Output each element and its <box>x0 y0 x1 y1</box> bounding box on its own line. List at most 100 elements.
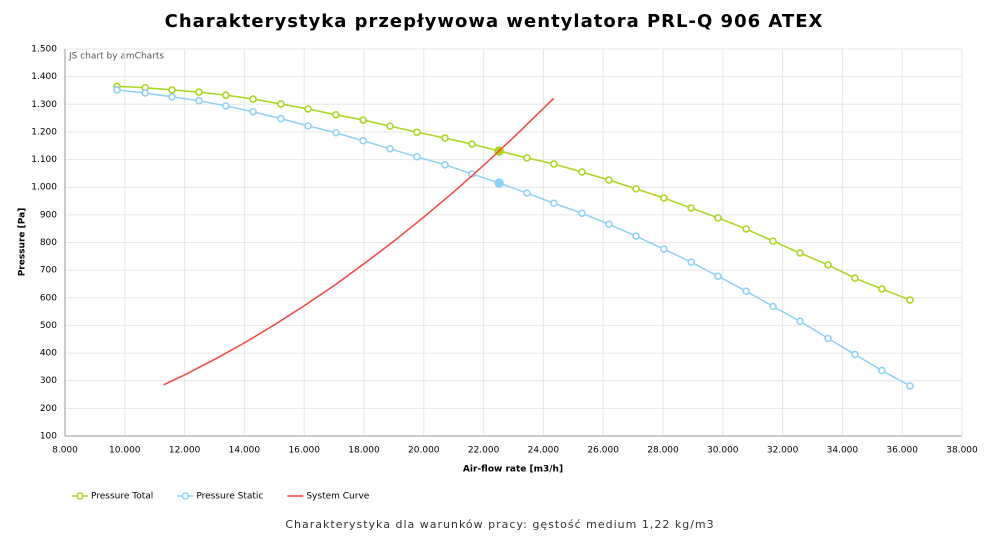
x-tick-label: 12.000 <box>169 446 201 456</box>
data-point <box>906 382 914 390</box>
y-tick-label: 1.200 <box>31 127 57 137</box>
data-point <box>386 145 394 153</box>
credit: JS chart by amCharts <box>68 52 164 62</box>
data-point <box>277 114 285 123</box>
data-point <box>550 199 558 207</box>
data-point <box>824 334 832 343</box>
y-tick-label: 700 <box>40 266 57 276</box>
data-point <box>742 225 750 233</box>
data-point <box>578 168 586 176</box>
data-point <box>714 214 722 222</box>
data-point <box>906 296 914 304</box>
x-tick-label: 28.000 <box>647 446 679 456</box>
data-point <box>632 232 640 240</box>
data-point <box>878 285 886 293</box>
data-point <box>413 153 421 161</box>
y-tick-label: 1.000 <box>31 183 57 193</box>
data-point <box>195 88 203 96</box>
data-point <box>249 107 257 116</box>
data-point <box>796 249 804 257</box>
x-tick-label: 18.000 <box>348 446 380 456</box>
data-point <box>687 204 695 212</box>
data-point <box>824 261 832 269</box>
y-tick-label: 800 <box>40 238 57 248</box>
data-point <box>851 350 859 359</box>
data-point <box>796 317 804 326</box>
x-tick-label: 26.000 <box>587 446 619 456</box>
y-axis-title: Pressure [Pa] <box>18 208 28 277</box>
data-point <box>441 134 449 142</box>
data-point <box>332 129 340 137</box>
data-point <box>441 161 449 169</box>
legend-label: Pressure Total <box>91 492 153 502</box>
data-point <box>222 91 230 99</box>
y-tick-label: 300 <box>40 376 57 386</box>
y-tick-label: 600 <box>40 293 57 303</box>
x-tick-label: 30.000 <box>707 446 739 456</box>
legend-marker <box>181 492 190 500</box>
data-point <box>660 194 668 202</box>
data-point <box>359 116 367 124</box>
y-tick-label: 200 <box>40 404 57 414</box>
x-tick-label: 16.000 <box>288 446 320 456</box>
x-tick-label: 14.000 <box>229 446 261 456</box>
y-tick-label: 1.300 <box>31 100 57 110</box>
y-tick-label: 100 <box>40 432 57 442</box>
data-point <box>523 189 531 197</box>
legend-label: System Curve <box>306 492 369 502</box>
data-point <box>222 102 230 110</box>
x-tick-label: 36.000 <box>886 446 918 456</box>
data-point <box>687 258 695 266</box>
x-tick-label: 10.000 <box>109 446 141 456</box>
data-point <box>769 302 777 311</box>
series-line <box>116 85 911 301</box>
subtitle: Charakterystyka dla warunków pracy: gęst… <box>285 518 714 531</box>
data-point <box>468 140 476 148</box>
data-point <box>851 274 859 282</box>
data-point <box>332 111 340 119</box>
y-tick-label: 900 <box>40 210 57 220</box>
data-point <box>304 122 312 130</box>
y-tick-label: 500 <box>40 321 57 331</box>
y-tick-label: 1.100 <box>31 155 57 165</box>
data-point <box>742 287 750 295</box>
data-point <box>494 178 504 188</box>
data-point <box>578 209 586 217</box>
data-point <box>523 154 531 162</box>
x-tick-label: 22.000 <box>468 446 500 456</box>
x-tick-label: 8.000 <box>52 446 78 456</box>
data-point <box>141 89 149 97</box>
x-tick-label: 34.000 <box>827 446 859 456</box>
legend-marker <box>76 492 84 500</box>
data-point <box>632 185 640 193</box>
data-point <box>714 272 722 280</box>
x-tick-label: 38.000 <box>946 446 978 456</box>
data-point <box>168 86 176 94</box>
series-line <box>163 97 555 386</box>
series-line <box>116 89 911 387</box>
data-point <box>249 95 257 103</box>
data-point <box>359 137 367 145</box>
x-axis-title: Air-flow rate [m3/h] <box>463 465 563 475</box>
y-tick-label: 1.500 <box>31 45 57 55</box>
data-point <box>660 245 668 253</box>
legend-label: Pressure Static <box>196 492 263 502</box>
x-tick-label: 32.000 <box>767 446 799 456</box>
data-point <box>605 176 613 184</box>
data-point <box>605 220 613 229</box>
data-point <box>195 96 203 105</box>
data-point <box>413 128 421 136</box>
y-tick-label: 1.400 <box>31 72 57 82</box>
data-point <box>304 105 312 113</box>
data-point <box>113 86 121 94</box>
data-point <box>277 100 285 108</box>
data-point <box>386 122 394 130</box>
data-point <box>550 160 558 168</box>
y-tick-label: 400 <box>40 349 57 359</box>
data-point <box>878 366 886 375</box>
x-tick-label: 20.000 <box>408 446 440 456</box>
x-tick-label: 24.000 <box>528 446 560 456</box>
data-point <box>769 237 777 245</box>
data-point <box>168 93 176 101</box>
